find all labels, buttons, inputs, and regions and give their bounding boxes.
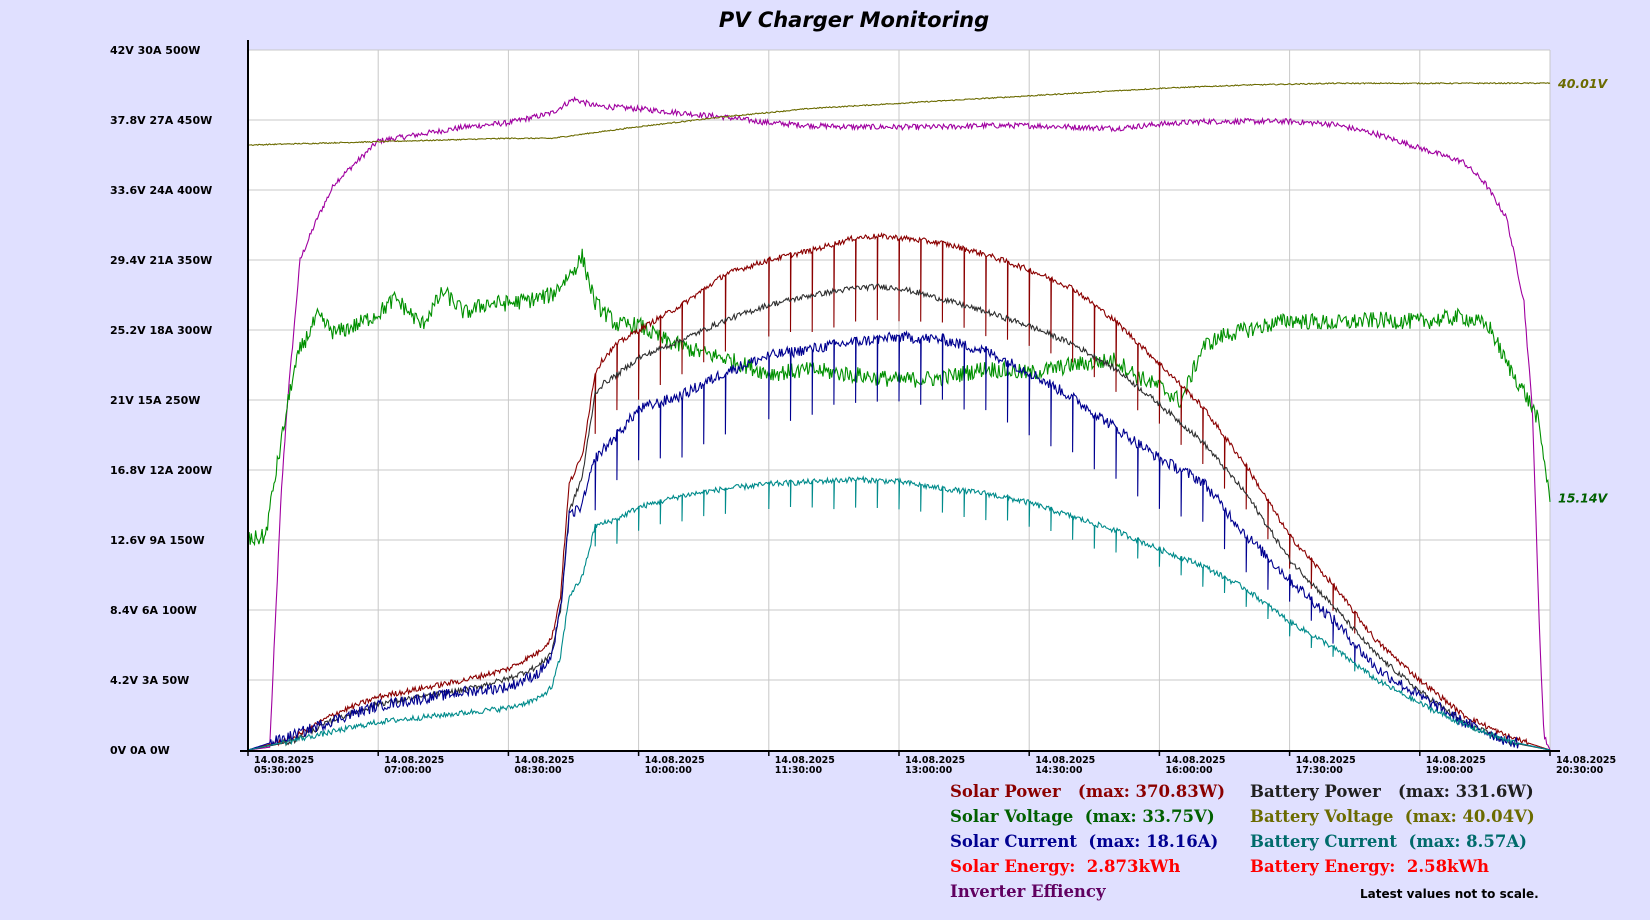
x-tick-time: 11:30:00 [775,765,823,776]
x-tick-date: 14.08.2025 [905,755,965,766]
legend-solar-energy: Solar Energy: 2.873kWh [950,857,1181,876]
x-tick-time: 17:30:00 [1296,765,1344,776]
legend-battery-current: Battery Current (max: 8.57A) [1250,832,1527,851]
legend: Solar Power (max: 370.83W) Battery Power… [950,782,1550,912]
x-tick-time: 07:00:00 [384,765,432,776]
x-tick-date: 14.08.2025 [775,755,835,766]
x-tick-date: 14.08.2025 [1035,755,1095,766]
series-line-inverter_efficiency [247,96,1551,751]
latest-value-labels: 40.01V 15.14V [1557,76,1609,506]
legend-solar-current: Solar Current (max: 18.16A) [950,832,1219,851]
y-tick-label: 4.2V 3A 50W [110,674,189,687]
y-tick-label: 0V 0A 0W [110,744,170,757]
x-tick-date: 14.08.2025 [1426,755,1486,766]
series-line-solar_power [247,231,1551,751]
legend-solar-voltage: Solar Voltage (max: 33.75V) [950,807,1215,826]
x-tick-time: 10:00:00 [645,765,693,776]
x-tick-date: 14.08.2025 [1296,755,1356,766]
x-tick-date: 14.08.2025 [254,755,314,766]
end-label-solar_voltage: 15.14V [1558,491,1609,506]
y-tick-label: 29.4V 21A 350W [110,254,212,267]
series-line-battery_power [247,283,1551,751]
x-axis-tick-labels: 14.08.202505:30:0014.08.202507:00:0014.0… [254,755,1616,776]
footnote: Latest values not to scale. [1360,887,1539,901]
y-tick-label: 42V 30A 500W [110,44,200,57]
y-tick-label: 33.6V 24A 400W [110,184,212,197]
y-tick-label: 8.4V 6A 100W [110,604,197,617]
series-line-battery_current [247,475,1551,751]
x-tick-time: 13:00:00 [905,765,953,776]
x-tick-time: 20:30:00 [1556,765,1604,776]
x-tick-date: 14.08.2025 [514,755,574,766]
y-axis-tick-labels: 0V 0A 0W 4.2V 3A 50W 8.4V 6A 100W 12.6V 9A … [110,44,212,757]
legend-solar-power: Solar Power (max: 370.83W) [950,782,1226,801]
y-tick-label: 37.8V 27A 450W [110,114,212,127]
chart-title: PV Charger Monitoring [718,8,990,32]
y-tick-label: 12.6V 9A 150W [110,534,205,547]
x-tick-time: 19:00:00 [1426,765,1474,776]
x-tick-date: 14.08.2025 [1556,755,1616,766]
legend-battery-energy: Battery Energy: 2.58kWh [1250,857,1490,876]
x-tick-time: 16:00:00 [1165,765,1213,776]
legend-battery-voltage: Battery Voltage (max: 40.04V) [1250,807,1535,826]
legend-inverter-efficiency: Inverter Effiency [950,882,1106,901]
y-tick-label: 21V 15A 250W [110,394,200,407]
series-line-battery_voltage [247,81,1551,146]
series-lines [247,81,1551,751]
x-tick-date: 14.08.2025 [645,755,705,766]
legend-battery-power: Battery Power (max: 331.6W) [1250,782,1534,801]
x-tick-date: 14.08.2025 [384,755,444,766]
x-tick-date: 14.08.2025 [1165,755,1225,766]
x-tick-time: 08:30:00 [514,765,562,776]
x-tick-time: 14:30:00 [1035,765,1083,776]
y-tick-label: 16.8V 12A 200W [110,464,212,477]
x-tick-time: 05:30:00 [254,765,302,776]
end-label-battery_voltage: 40.01V [1557,76,1609,91]
y-tick-label: 25.2V 18A 300W [110,324,212,337]
series-line-solar_current [247,330,1551,751]
